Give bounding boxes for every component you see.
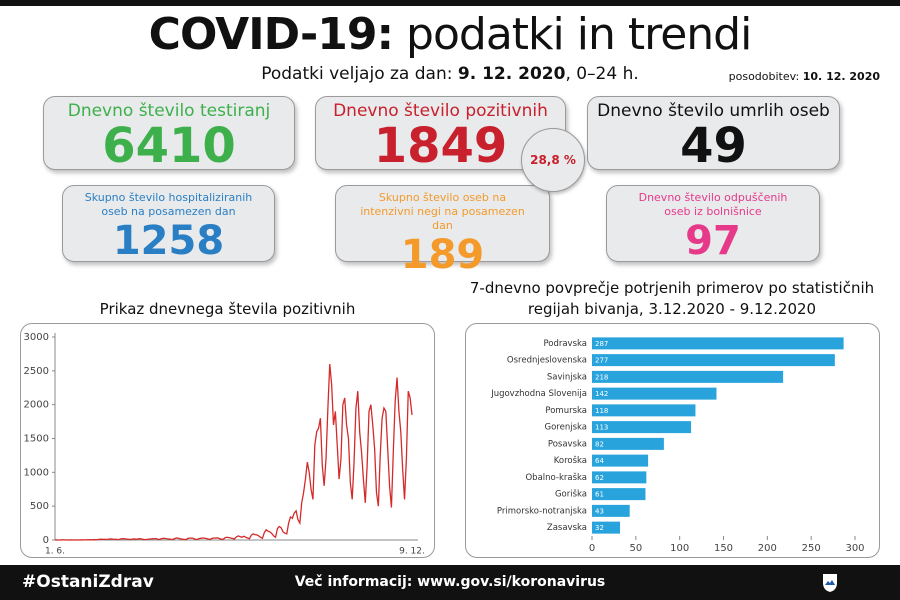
card-value: 97 xyxy=(685,218,741,264)
card-value: 49 xyxy=(680,118,747,174)
y-tick-label: 500 xyxy=(30,501,49,512)
title: COVID-19: podatki in trendi xyxy=(0,8,900,62)
card-label: Dnevno število testiranj xyxy=(67,101,271,121)
updated-prefix: posodobitev: xyxy=(728,70,800,83)
y-tick-label: Pomurska xyxy=(545,406,587,416)
card: Dnevno število testiranj 6410 xyxy=(43,96,295,174)
y-tick-label: Gorenjska xyxy=(545,423,587,433)
x-tick-label: 1. 6. xyxy=(45,547,65,557)
y-tick-label: Zasavska xyxy=(547,523,587,533)
y-tick-label: Koroška xyxy=(554,455,587,466)
title-bold: COVID-19: xyxy=(148,9,394,60)
card-value: 1258 xyxy=(112,218,225,264)
title-rest: podatki in trendi xyxy=(406,9,752,60)
value-label: 43 xyxy=(595,507,604,515)
bar xyxy=(592,488,646,501)
bar xyxy=(592,504,630,517)
y-tick-label: 0 xyxy=(43,535,49,546)
value-label: 277 xyxy=(595,357,608,365)
card-label: Skupno število hospitaliziranih oseb na … xyxy=(84,191,253,218)
bar xyxy=(592,337,844,350)
x-tick-label: 200 xyxy=(758,543,777,554)
line xyxy=(54,364,413,541)
footer-info: Več informacij: www.gov.si/koronavirus xyxy=(294,574,606,590)
subtitle-suffix: , 0–24 h. xyxy=(565,64,639,84)
value-label: 113 xyxy=(595,424,608,432)
subtitle-prefix: Podatki veljajo za dan: xyxy=(261,64,453,84)
card: Skupno število oseb na intenzivni negi n… xyxy=(335,185,550,277)
x-tick-label: 9. 12. xyxy=(399,547,425,557)
bar xyxy=(592,471,647,484)
y-tick-label: 2500 xyxy=(24,366,49,377)
value-label: 287 xyxy=(595,340,608,348)
subtitle: Podatki veljajo za dan: 9. 12. 2020, 0–2… xyxy=(0,64,900,84)
x-tick-label: 300 xyxy=(845,543,864,554)
bar xyxy=(592,521,621,534)
y-tick-label: Primorsko-notranjska xyxy=(497,506,587,516)
value-label: 218 xyxy=(595,373,608,381)
value-label: 64 xyxy=(595,457,604,465)
card: Skupno število hospitaliziranih oseb na … xyxy=(62,185,275,264)
card-label: Dnevno število umrlih oseb xyxy=(597,101,830,121)
x-tick-label: 150 xyxy=(714,543,733,554)
bar xyxy=(592,370,784,383)
bar xyxy=(592,387,717,400)
chart-title: 7-dnevno povprečje potrjenih primerov po… xyxy=(469,279,875,318)
y-tick-label: 1000 xyxy=(24,467,49,478)
updated: posodobitev: 10. 12. 2020 xyxy=(729,70,880,83)
percent-badge: 28,8 % xyxy=(521,128,585,192)
card-label: Dnevno število pozitivnih xyxy=(333,101,548,121)
card: Dnevno število umrlih oseb 49 xyxy=(587,96,840,174)
value-label: 118 xyxy=(595,407,608,415)
charts: 0 500 1000 1500 2000 2500 3000 1. 6. 9. 12. 0 50 10… xyxy=(24,332,865,557)
chart-box xyxy=(20,323,435,558)
card-label: Skupno število oseb na intenzivni negi n… xyxy=(360,191,525,232)
logo xyxy=(823,574,837,592)
x-tick-label: 0 xyxy=(589,543,595,554)
x-tick-label: 50 xyxy=(629,543,642,554)
subtitle-date: 9. 12. 2020 xyxy=(457,64,566,84)
bar xyxy=(592,437,664,450)
y-tick-label: Goriška xyxy=(555,489,587,500)
bar xyxy=(592,421,692,434)
card-value: 6410 xyxy=(102,118,236,174)
y-tick-label: 1500 xyxy=(24,434,49,445)
updated-date: 10. 12. 2020 xyxy=(802,70,880,83)
y-tick-label: Obalno-kraška xyxy=(525,472,587,483)
bar xyxy=(592,354,835,367)
y-tick-label: Savinjska xyxy=(547,372,587,382)
y-tick-label: Podravska xyxy=(543,339,587,349)
y-tick-label: Posavska xyxy=(548,439,587,449)
value-label: 142 xyxy=(595,390,608,398)
hashtag: #OstaniZdrav xyxy=(22,572,154,592)
value-label: 61 xyxy=(595,491,604,499)
x-tick-label: 250 xyxy=(802,543,821,554)
y-tick-label: Osrednjeslovenska xyxy=(507,356,587,366)
card: Dnevno število odpuščenih oseb iz bolniš… xyxy=(606,185,820,264)
card-label: Dnevno število odpuščenih oseb iz bolniš… xyxy=(638,191,788,218)
chart-title: Prikaz dnevnega števila pozitivnih xyxy=(99,300,356,318)
top-bar xyxy=(0,0,900,6)
y-tick-label: Jugovzhodna Slovenija xyxy=(490,389,587,399)
value-label: 62 xyxy=(595,474,604,482)
card-value: 189 xyxy=(400,232,485,278)
footer: #OstaniZdrav Več informacij: www.gov.si/… xyxy=(0,565,900,600)
y-tick-label: 3000 xyxy=(24,332,49,343)
x-tick-label: 100 xyxy=(670,543,689,554)
value-label: 32 xyxy=(595,524,604,532)
bar xyxy=(592,404,696,417)
value-label: 82 xyxy=(595,440,604,448)
card-value: 1849 xyxy=(373,118,508,174)
y-tick-label: 2000 xyxy=(24,400,49,411)
bar xyxy=(592,454,649,467)
